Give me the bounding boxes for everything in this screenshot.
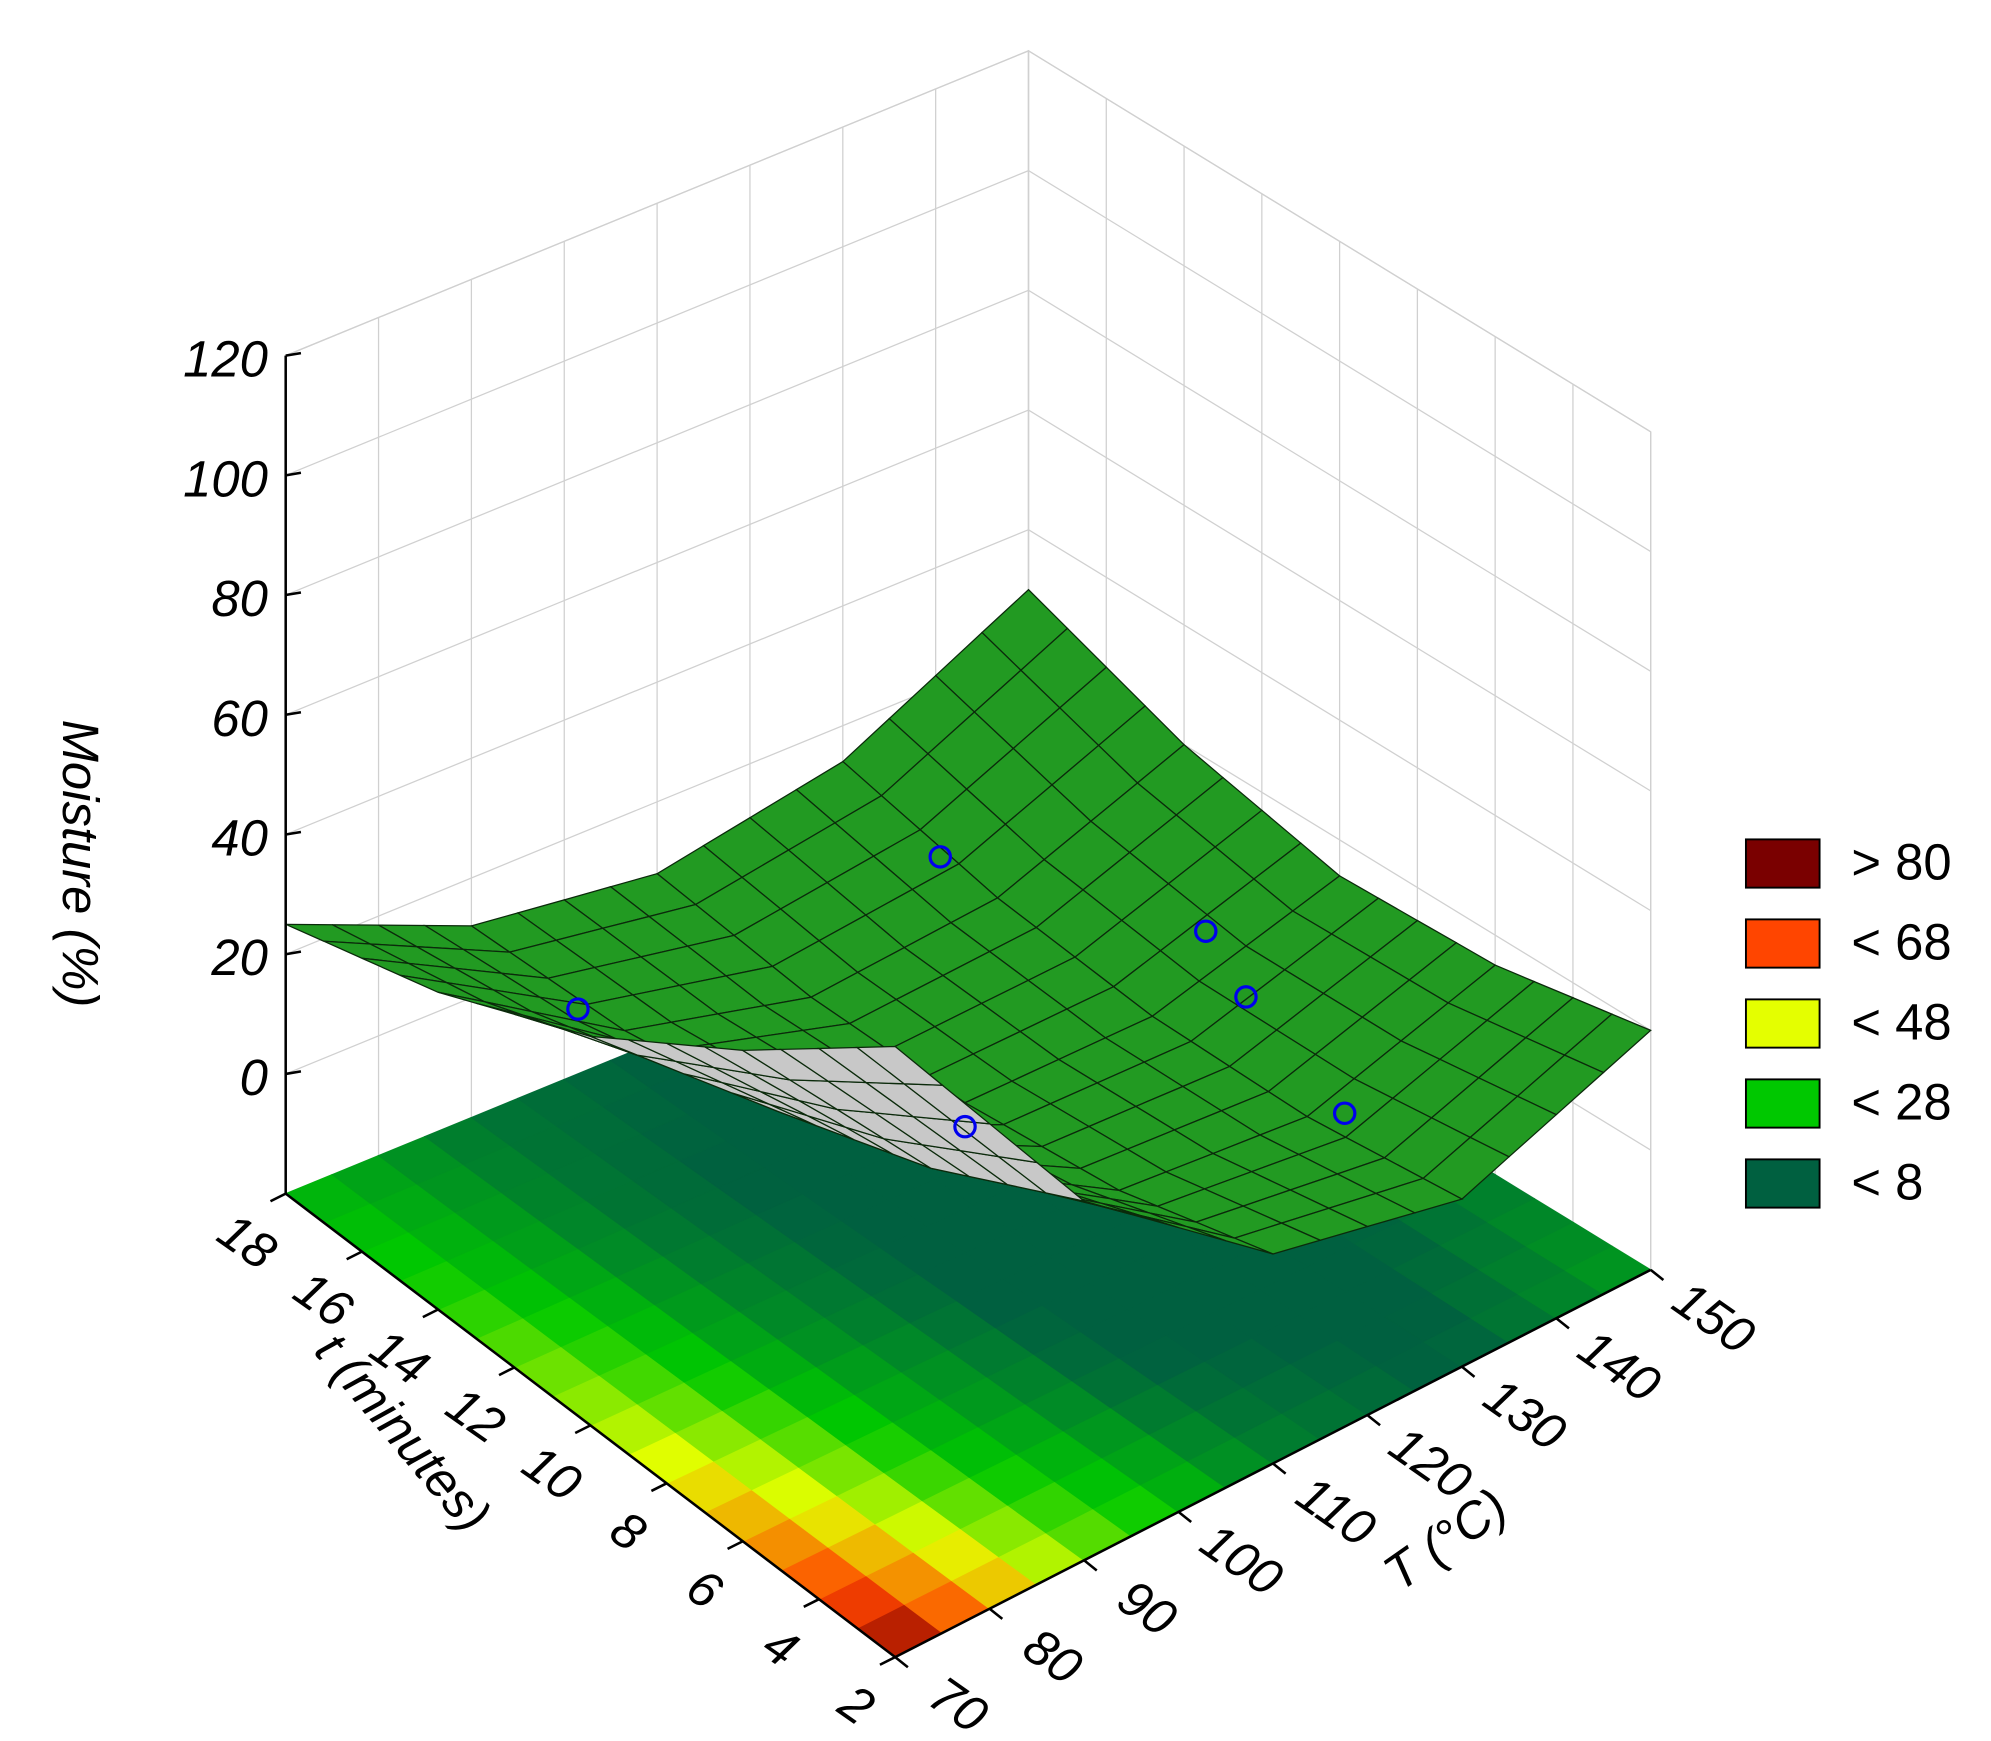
legend-label: < 48 bbox=[1851, 993, 1951, 1050]
legend: > 80 < 68 < 48 < 28 < 8 bbox=[1744, 833, 1952, 1210]
z-tick-label: 80 bbox=[211, 570, 267, 627]
z-tick-label: 120 bbox=[183, 331, 268, 388]
z-tick bbox=[285, 591, 302, 597]
x-tick bbox=[1272, 1462, 1287, 1475]
y-tick-label: 18 bbox=[208, 1202, 287, 1281]
surface-cell bbox=[855, 1045, 945, 1086]
data-point bbox=[1194, 919, 1218, 943]
legend-swatch bbox=[1744, 1158, 1821, 1209]
x-tick-label: 80 bbox=[1013, 1617, 1092, 1696]
x-tick-label: 70 bbox=[919, 1665, 998, 1741]
y-tick bbox=[650, 1482, 668, 1493]
legend-swatch bbox=[1744, 918, 1821, 969]
z-tick-label: 100 bbox=[183, 450, 268, 507]
y-tick bbox=[422, 1308, 439, 1319]
z-tick bbox=[285, 471, 302, 477]
y-tick-label: 4 bbox=[753, 1615, 809, 1678]
data-point bbox=[928, 845, 952, 869]
grid-line bbox=[285, 409, 1652, 792]
y-tick-label: 6 bbox=[677, 1557, 733, 1620]
y-tick bbox=[803, 1598, 820, 1608]
x-tick bbox=[1083, 1559, 1098, 1572]
legend-label: < 68 bbox=[1851, 913, 1951, 970]
data-point bbox=[1234, 985, 1258, 1009]
x-tick bbox=[894, 1656, 909, 1669]
grid-line bbox=[285, 169, 1652, 553]
points bbox=[566, 845, 1357, 1139]
z-tick-label: 60 bbox=[211, 690, 267, 747]
y-tick bbox=[727, 1540, 744, 1551]
data-point bbox=[566, 997, 590, 1021]
legend-swatch bbox=[1744, 838, 1821, 889]
grid-line bbox=[285, 50, 1652, 433]
x-tick bbox=[1177, 1510, 1192, 1524]
y-tick bbox=[269, 1192, 287, 1203]
x-tick-label: 90 bbox=[1108, 1568, 1187, 1647]
y-tick-label: 10 bbox=[513, 1433, 592, 1512]
z-tick bbox=[285, 710, 302, 717]
y-tick bbox=[574, 1424, 592, 1435]
z-tick-label: 20 bbox=[210, 929, 267, 986]
z-tick-label: 0 bbox=[240, 1049, 268, 1106]
data-point bbox=[953, 1114, 977, 1139]
legend-label: < 8 bbox=[1851, 1153, 1923, 1210]
z-tick bbox=[285, 1070, 302, 1076]
legend-swatch bbox=[1744, 998, 1821, 1049]
data-point bbox=[1332, 1101, 1357, 1125]
x-tick bbox=[1461, 1365, 1476, 1378]
x-tick-label: 100 bbox=[1191, 1512, 1293, 1607]
x-tick bbox=[988, 1607, 1004, 1620]
y-tick-label: 8 bbox=[600, 1499, 656, 1562]
legend-swatch bbox=[1744, 1078, 1821, 1129]
x-tick bbox=[1555, 1317, 1570, 1330]
z-tick bbox=[285, 950, 302, 956]
y-tick-label: 2 bbox=[828, 1673, 885, 1736]
y-tick bbox=[879, 1655, 896, 1666]
grid-line bbox=[285, 289, 1652, 672]
x-tick bbox=[1649, 1268, 1665, 1281]
grid-line bbox=[285, 528, 1652, 912]
legend-label: > 80 bbox=[1851, 833, 1951, 890]
legend-label: < 28 bbox=[1851, 1073, 1951, 1130]
z-tick-label: 40 bbox=[211, 810, 267, 867]
x-tick-label: 130 bbox=[1474, 1366, 1576, 1461]
x-tick-label: 140 bbox=[1568, 1318, 1670, 1413]
x-tick-label: 150 bbox=[1663, 1270, 1765, 1365]
z-tick bbox=[285, 351, 302, 357]
y-tick bbox=[346, 1250, 363, 1261]
surface bbox=[285, 588, 1652, 1255]
z-tick bbox=[285, 830, 302, 836]
x-tick bbox=[1366, 1414, 1381, 1427]
z-axis-title: Moisture (%) bbox=[52, 720, 109, 1008]
y-tick bbox=[498, 1366, 515, 1377]
x-tick-label: 110 bbox=[1287, 1464, 1386, 1557]
